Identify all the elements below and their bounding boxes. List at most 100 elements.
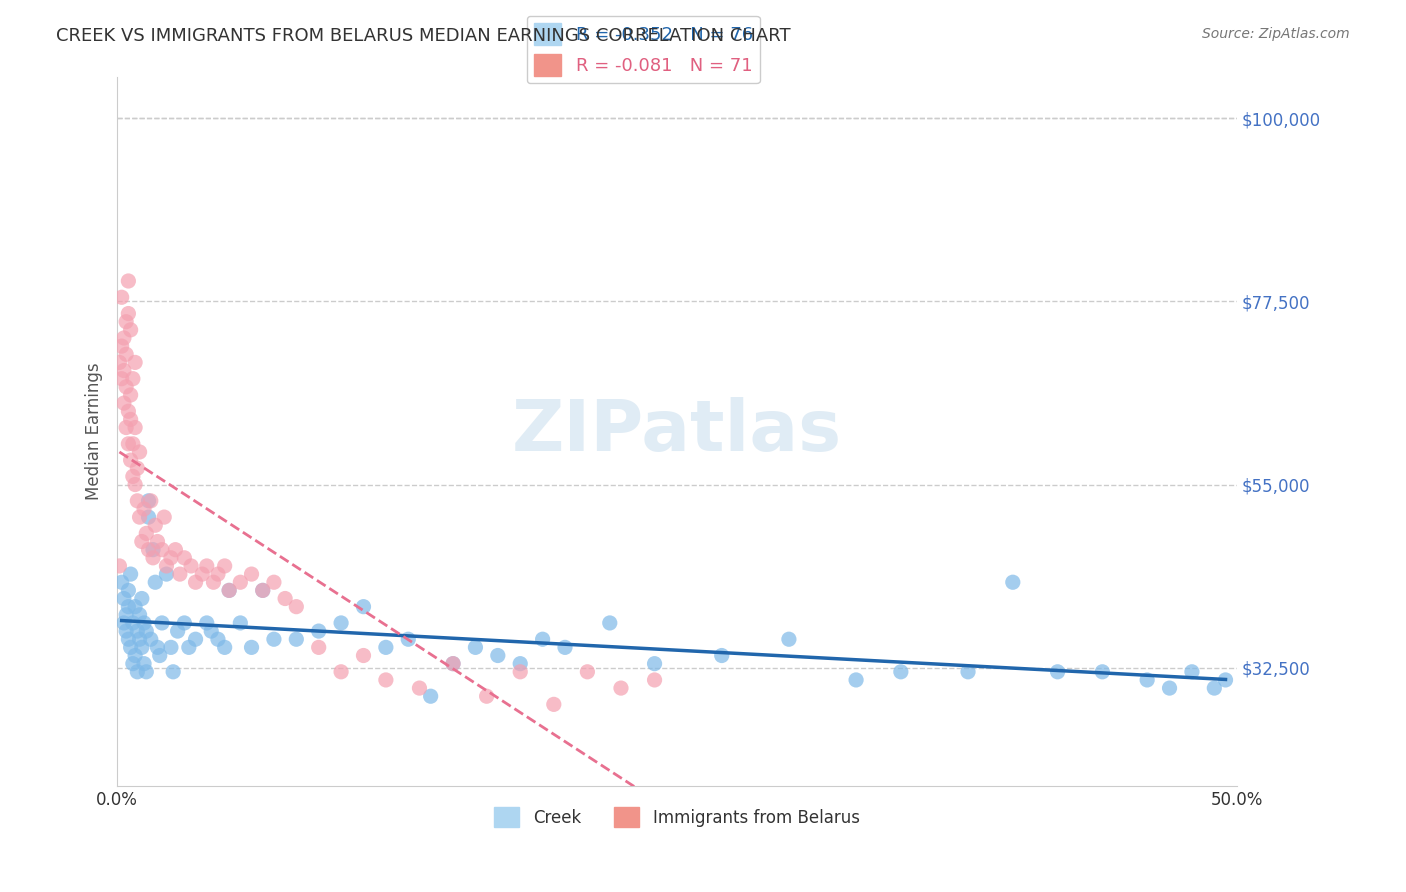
Point <box>117 599 139 614</box>
Point <box>117 437 139 451</box>
Point <box>128 445 150 459</box>
Point <box>124 477 146 491</box>
Point <box>143 518 166 533</box>
Point <box>138 493 160 508</box>
Point <box>120 453 142 467</box>
Point <box>146 640 169 655</box>
Point <box>845 673 868 687</box>
Point <box>554 640 576 655</box>
Point <box>330 615 353 630</box>
Point <box>1136 673 1159 687</box>
Legend: Creek, Immigrants from Belarus: Creek, Immigrants from Belarus <box>488 800 866 834</box>
Point <box>117 632 139 647</box>
Point <box>138 510 160 524</box>
Point <box>150 542 173 557</box>
Point <box>531 632 554 647</box>
Point <box>132 657 155 671</box>
Point <box>121 372 143 386</box>
Point <box>374 640 396 655</box>
Point <box>139 493 162 508</box>
Point <box>1046 665 1069 679</box>
Point <box>207 632 229 647</box>
Point <box>441 657 464 671</box>
Point <box>120 323 142 337</box>
Point <box>240 567 263 582</box>
Point <box>121 615 143 630</box>
Point <box>115 315 138 329</box>
Point <box>1091 665 1114 679</box>
Y-axis label: Median Earnings: Median Earnings <box>86 363 103 500</box>
Point <box>120 567 142 582</box>
Point <box>285 599 308 614</box>
Point <box>252 583 274 598</box>
Point <box>956 665 979 679</box>
Point <box>155 558 177 573</box>
Point <box>710 648 733 663</box>
Point <box>166 624 188 638</box>
Point <box>486 648 509 663</box>
Point <box>543 698 565 712</box>
Point <box>165 542 187 557</box>
Point <box>142 550 165 565</box>
Point <box>111 372 134 386</box>
Point <box>120 412 142 426</box>
Point <box>252 583 274 598</box>
Point <box>124 648 146 663</box>
Point <box>353 599 375 614</box>
Point <box>135 665 157 679</box>
Point <box>610 681 633 695</box>
Point <box>308 640 330 655</box>
Point <box>1215 673 1237 687</box>
Point <box>121 657 143 671</box>
Point <box>475 690 498 704</box>
Point <box>195 558 218 573</box>
Point <box>127 493 149 508</box>
Point <box>180 558 202 573</box>
Point <box>121 437 143 451</box>
Point <box>132 615 155 630</box>
Point <box>138 542 160 557</box>
Point <box>108 558 131 573</box>
Point <box>509 665 531 679</box>
Point <box>214 558 236 573</box>
Point <box>124 599 146 614</box>
Point <box>112 615 135 630</box>
Point <box>115 347 138 361</box>
Point <box>117 307 139 321</box>
Point <box>644 657 666 671</box>
Point <box>111 339 134 353</box>
Point <box>509 657 531 671</box>
Point <box>464 640 486 655</box>
Point <box>111 575 134 590</box>
Point <box>127 665 149 679</box>
Point <box>274 591 297 606</box>
Point <box>202 575 225 590</box>
Point <box>128 510 150 524</box>
Point <box>128 607 150 622</box>
Point <box>153 510 176 524</box>
Text: ZIPatlas: ZIPatlas <box>512 397 842 467</box>
Point <box>195 615 218 630</box>
Point <box>160 550 183 565</box>
Text: Source: ZipAtlas.com: Source: ZipAtlas.com <box>1202 27 1350 41</box>
Point <box>778 632 800 647</box>
Point <box>218 583 240 598</box>
Point <box>112 591 135 606</box>
Point <box>115 380 138 394</box>
Point <box>131 591 153 606</box>
Point <box>218 583 240 598</box>
Point <box>890 665 912 679</box>
Point <box>1001 575 1024 590</box>
Point <box>112 331 135 345</box>
Point <box>142 542 165 557</box>
Point <box>150 615 173 630</box>
Point <box>173 550 195 565</box>
Point <box>132 502 155 516</box>
Point <box>263 575 285 590</box>
Point <box>200 624 222 638</box>
Point <box>120 640 142 655</box>
Point <box>146 534 169 549</box>
Point <box>127 461 149 475</box>
Point <box>1159 681 1181 695</box>
Point <box>408 681 430 695</box>
